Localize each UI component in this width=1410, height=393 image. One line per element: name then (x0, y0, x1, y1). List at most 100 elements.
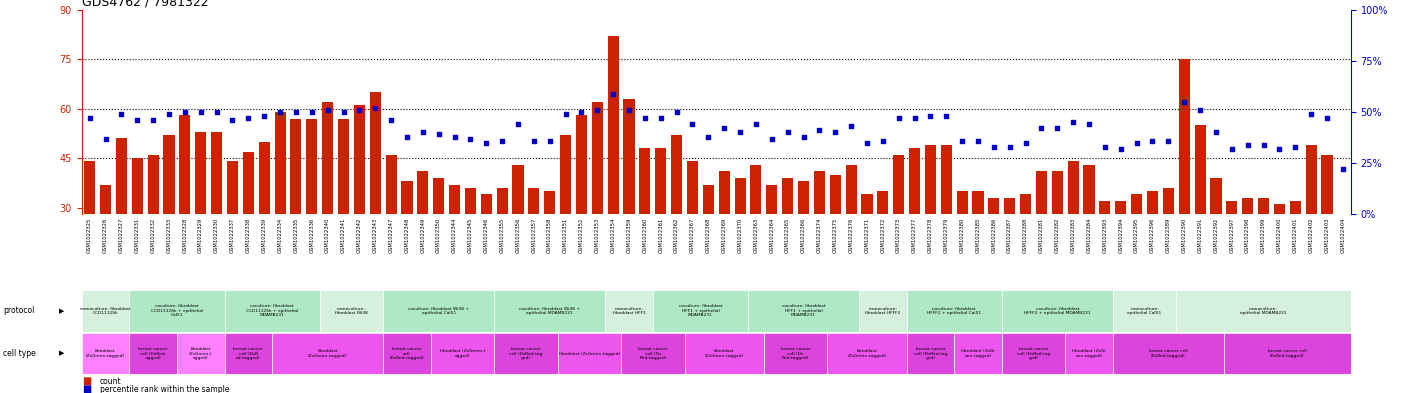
Bar (940, 145, 952, 307)
Point (681, 121, 704, 127)
Bar (320, 290, 384, 332)
Text: GSM1022355: GSM1022355 (499, 218, 505, 253)
Text: monoculture:
fibroblast HFFF2: monoculture: fibroblast HFFF2 (866, 307, 901, 315)
Bar (321, 102, 333, 307)
Text: GSM1022379: GSM1022379 (943, 218, 949, 253)
Point (333, 109, 355, 115)
Point (967, 138, 990, 144)
Bar (955, 333, 1001, 374)
Bar (164, 135, 175, 307)
Text: GSM1022347: GSM1022347 (389, 218, 393, 253)
Bar (560, 135, 571, 307)
Point (1062, 119, 1084, 125)
Bar (558, 333, 622, 374)
Bar (116, 138, 127, 307)
Text: GSM1022360: GSM1022360 (643, 218, 647, 253)
Text: GSM1022358: GSM1022358 (547, 218, 553, 253)
Point (94, 136, 117, 142)
Bar (495, 290, 605, 332)
Bar (1337, 244, 1348, 307)
Point (713, 125, 736, 132)
Text: coculture: fibroblast
HFF1 + epithelial
MDAMB231: coculture: fibroblast HFF1 + epithelial … (781, 304, 825, 318)
Point (364, 105, 386, 111)
Text: GSM1022349: GSM1022349 (420, 218, 426, 253)
Text: GSM1022386: GSM1022386 (991, 218, 997, 253)
Point (1237, 141, 1259, 148)
Bar (925, 145, 936, 307)
Text: percentile rank within the sample: percentile rank within the sample (100, 385, 230, 393)
Bar (179, 115, 190, 307)
Bar (130, 290, 224, 332)
Bar (702, 185, 713, 307)
Text: GSM1022332: GSM1022332 (151, 218, 155, 253)
Bar (828, 333, 907, 374)
Point (539, 138, 561, 144)
Bar (1224, 333, 1351, 374)
Point (792, 133, 815, 140)
Text: GSM1022356: GSM1022356 (516, 218, 520, 253)
Point (189, 109, 211, 115)
Text: ■: ■ (82, 376, 92, 386)
Point (1300, 111, 1323, 117)
Text: GSM1022337: GSM1022337 (230, 218, 235, 253)
Text: GSM1022327: GSM1022327 (118, 218, 124, 253)
Point (1316, 115, 1338, 121)
Text: fibroblast
(ZsGreen-tagged): fibroblast (ZsGreen-tagged) (847, 349, 887, 358)
Text: GSM1022333: GSM1022333 (166, 218, 172, 253)
Bar (1019, 195, 1031, 307)
Point (125, 117, 148, 123)
Bar (877, 191, 888, 307)
Bar (544, 191, 556, 307)
Text: GSM1022359: GSM1022359 (626, 218, 632, 253)
Text: GSM1022400: GSM1022400 (1277, 218, 1282, 253)
Text: breast cancer
cell (DsRed-
agged): breast cancer cell (DsRed- agged) (138, 347, 168, 360)
Bar (417, 171, 429, 307)
Bar (1194, 125, 1206, 307)
Text: GSM1022377: GSM1022377 (912, 218, 916, 253)
Point (570, 109, 592, 115)
Text: GSM1022340: GSM1022340 (326, 218, 330, 253)
Bar (178, 333, 224, 374)
Text: GSM1022398: GSM1022398 (1245, 218, 1251, 253)
Bar (685, 333, 764, 374)
Text: protocol: protocol (3, 307, 34, 315)
Point (840, 123, 863, 129)
Point (823, 129, 846, 136)
Text: GSM1022381: GSM1022381 (1039, 218, 1043, 253)
Text: GSM1022397: GSM1022397 (1230, 218, 1234, 253)
Point (666, 109, 688, 115)
Text: GSM1022375: GSM1022375 (833, 218, 838, 253)
Point (316, 107, 338, 113)
Point (1158, 138, 1180, 144)
Text: GSM1022389: GSM1022389 (1166, 218, 1170, 253)
Text: GSM1022326: GSM1022326 (103, 218, 109, 253)
Text: count: count (100, 377, 121, 386)
Text: breast cancer cell
(DsRed-tagged): breast cancer cell (DsRed-tagged) (1268, 349, 1307, 358)
Text: GSM1022382: GSM1022382 (1055, 218, 1060, 253)
Point (950, 138, 973, 144)
Point (348, 107, 371, 113)
Text: fibroblast
(ZsGreen-tagged): fibroblast (ZsGreen-tagged) (307, 349, 347, 358)
Bar (1083, 165, 1094, 307)
Text: GSM1022383: GSM1022383 (1070, 218, 1076, 253)
Text: monoculture:
epithelial Cal51: monoculture: epithelial Cal51 (1128, 307, 1162, 315)
Text: GSM1022396: GSM1022396 (1151, 218, 1155, 253)
Point (777, 129, 799, 136)
Text: GSM1022393: GSM1022393 (1103, 218, 1107, 253)
Text: GSM1022403: GSM1022403 (1324, 218, 1330, 253)
Text: coculture: fibroblast
CCD1112Sk + epithelial
MDAMB231: coculture: fibroblast CCD1112Sk + epithe… (245, 304, 299, 318)
Bar (829, 174, 840, 307)
Text: GSM1022372: GSM1022372 (880, 218, 885, 253)
Text: GSM1022339: GSM1022339 (262, 218, 266, 253)
Bar (623, 99, 634, 307)
Text: GSM1022350: GSM1022350 (436, 218, 441, 253)
Text: GSM1022366: GSM1022366 (801, 218, 807, 253)
Text: fibroblast (ZsGr
een-tagged): fibroblast (ZsGr een-tagged) (1072, 349, 1105, 358)
Text: monoculture:
fibroblast HFF1: monoculture: fibroblast HFF1 (612, 307, 646, 315)
Point (396, 133, 419, 140)
Bar (1131, 195, 1142, 307)
Bar (1163, 188, 1175, 307)
Bar (1066, 333, 1112, 374)
Point (427, 131, 450, 138)
Point (269, 109, 292, 115)
